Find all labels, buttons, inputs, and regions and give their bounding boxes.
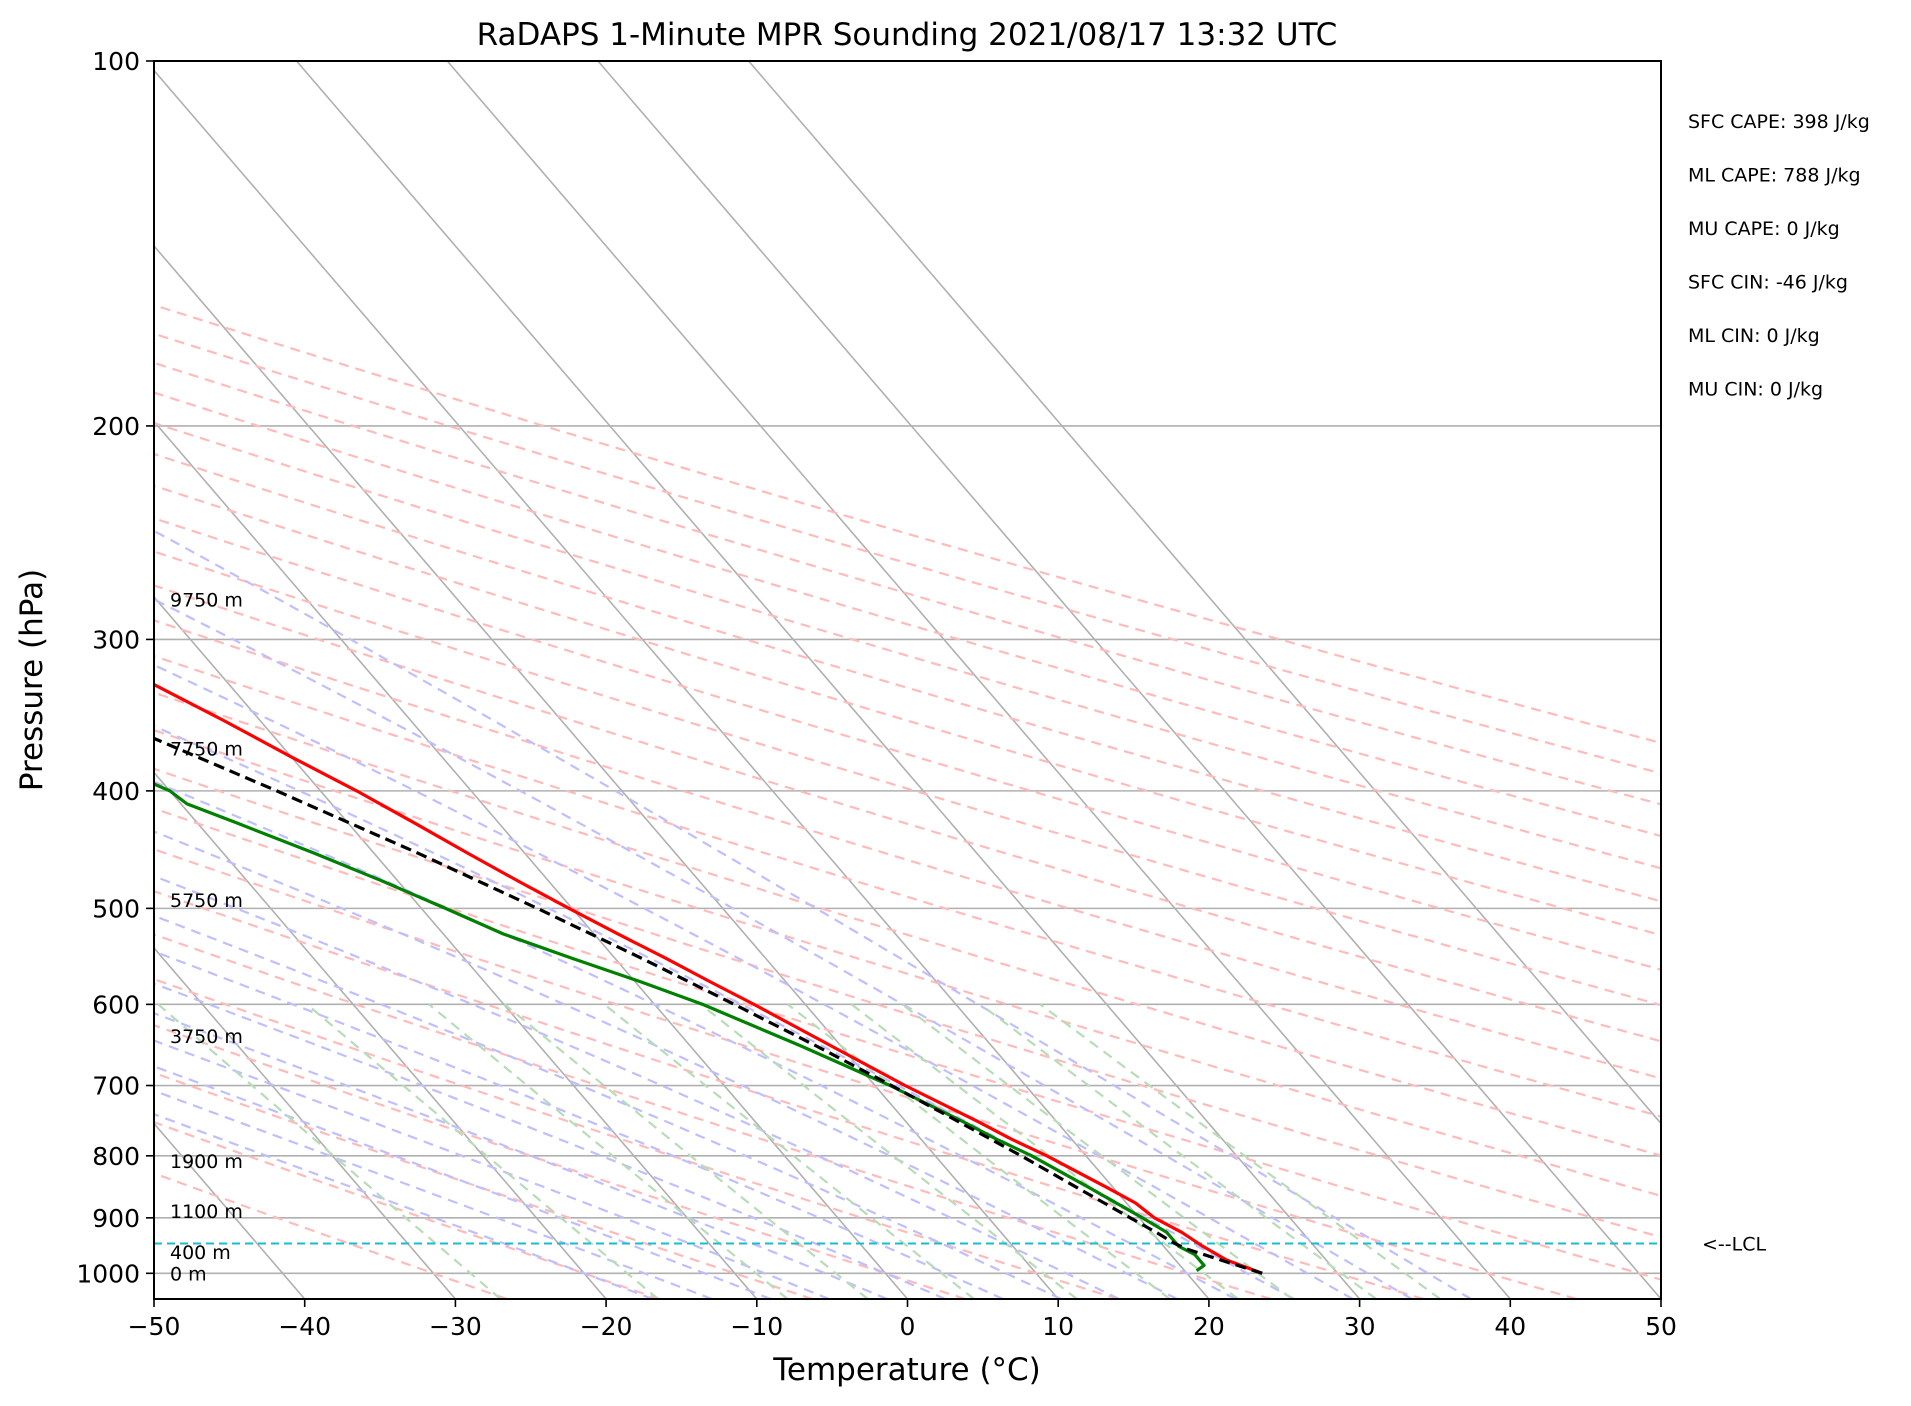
- dry-adiabat-line: [154, 807, 1661, 1281]
- y-tick-label: 900: [92, 1204, 140, 1233]
- temperature-line: [154, 682, 1263, 1275]
- mixing-ratio-line: [979, 1003, 1377, 1299]
- stats-panel: SFC CAPE: 398 J/kg ML CAPE: 788 J/kg MU CA…: [1688, 111, 1870, 401]
- moist-adiabat-line: [154, 874, 1120, 1299]
- dry-adiabat-line: [154, 619, 1661, 1080]
- moist-adiabat-line: [154, 663, 1354, 1299]
- dry-adiabat-line: [154, 1172, 508, 1299]
- moist-adiabat-line: [154, 1012, 888, 1299]
- x-tick-label: 50: [1645, 1312, 1677, 1341]
- stat-line: MU CIN: 0 J/kg: [1688, 379, 1823, 401]
- moist-adiabat-line: [154, 950, 1004, 1299]
- x-tick-label: 0: [900, 1312, 916, 1341]
- x-tick-label: 40: [1494, 1312, 1526, 1341]
- profile-series: [154, 682, 1263, 1275]
- isotherm-line: [154, 244, 1059, 1299]
- x-tick-label: −30: [429, 1312, 482, 1341]
- dry-adiabat-line: [154, 767, 1661, 1239]
- x-tick-label: 20: [1193, 1312, 1225, 1341]
- dry-adiabat-line: [154, 933, 1272, 1299]
- dry-adiabat-line: [154, 421, 1661, 870]
- y-tick-label: 400: [92, 777, 140, 806]
- y-tick-label: 700: [92, 1072, 140, 1101]
- moist-adiabat-line: [154, 830, 1178, 1299]
- isotherm-line: [748, 61, 1661, 1125]
- y-axis-label: Pressure (hPa): [14, 569, 50, 791]
- dry-adiabat-line: [154, 391, 1661, 838]
- isotherm-line: [597, 61, 1661, 1299]
- isotherm-line: [154, 771, 607, 1299]
- x-tick-label: −20: [580, 1312, 633, 1341]
- height-label: 1900 m: [170, 1151, 243, 1173]
- x-tick-label: −50: [128, 1312, 181, 1341]
- lcl-label: <--LCL: [1702, 1234, 1766, 1256]
- dewpoint-line: [154, 782, 1206, 1273]
- dry-adiabat-line: [154, 1120, 661, 1299]
- isotherm-line: [446, 61, 1511, 1299]
- y-tick-label: 1000: [76, 1259, 140, 1288]
- mixing-ratio-line: [603, 1003, 975, 1299]
- moist-adiabat-line: [154, 1113, 654, 1299]
- chart-title: RaDAPS 1-Minute MPR Sounding 2021/08/17 …: [477, 17, 1338, 53]
- moist-adiabat-line: [154, 1065, 772, 1299]
- x-axis-ticks: −50 −40 −30 −20 −10 0 10 20 30 40 50: [128, 1299, 1677, 1341]
- x-tick-label: −10: [730, 1312, 783, 1341]
- y-tick-label: 300: [92, 625, 140, 654]
- moist-adiabat-line: [154, 598, 1413, 1299]
- y-tick-label: 500: [92, 894, 140, 923]
- dry-adiabat-line: [154, 654, 1661, 1118]
- moist-adiabat-line: [154, 914, 1062, 1299]
- dry-adiabat-line: [154, 978, 1119, 1299]
- isotherm-line: [154, 595, 758, 1299]
- isotherm-line: [154, 420, 909, 1299]
- isotherm-line: [295, 61, 1361, 1299]
- dry-adiabat-line: [154, 1024, 966, 1299]
- moist-adiabat-line: [154, 1089, 713, 1299]
- stat-line: SFC CIN: -46 J/kg: [1688, 272, 1848, 294]
- y-tick-label: 800: [92, 1142, 140, 1171]
- y-tick-label: 600: [92, 990, 140, 1019]
- x-tick-label: 30: [1344, 1312, 1376, 1341]
- dry-adiabat-line: [154, 550, 1661, 1007]
- x-axis-label: Temperature (°C): [772, 1352, 1041, 1388]
- dry-adiabat-line: [154, 848, 1577, 1299]
- moist-adiabat-line: [154, 529, 1472, 1299]
- dry-adiabat-line: [154, 361, 1661, 806]
- parcel-path-line: [154, 736, 1263, 1275]
- mixing-ratio-line: [428, 1003, 789, 1299]
- height-label: 5750 m: [170, 890, 243, 912]
- height-label: 1100 m: [170, 1201, 243, 1223]
- y-axis-ticks: 100 200 300 400 500 600 700 800 900 1000: [76, 47, 154, 1288]
- height-label: 0 m: [170, 1263, 207, 1285]
- mixing-ratio-line: [157, 1003, 502, 1299]
- y-tick-label: 100: [92, 47, 140, 76]
- mixing-ratio-line: [901, 1003, 1294, 1299]
- moist-adiabat-line: [154, 780, 1237, 1299]
- mixing-ratio-line: [1039, 1003, 1442, 1299]
- stat-line: ML CIN: 0 J/kg: [1688, 325, 1820, 347]
- isotherm-line: [154, 946, 457, 1299]
- stat-line: MU CAPE: 0 J/kg: [1688, 218, 1840, 240]
- height-label: 7750 m: [170, 738, 243, 760]
- isotherm-line: [154, 69, 1210, 1299]
- height-label: 3750 m: [170, 1026, 243, 1048]
- mixing-ratio-line: [850, 1003, 1239, 1299]
- y-tick-label: 200: [92, 412, 140, 441]
- mixing-ratio-line: [700, 1003, 1078, 1299]
- background-lines: [154, 61, 1661, 1299]
- height-label: 9750 m: [170, 589, 243, 611]
- mixing-ratio-line: [306, 1003, 659, 1299]
- stat-line: SFC CAPE: 398 J/kg: [1688, 111, 1870, 133]
- stat-line: ML CAPE: 788 J/kg: [1688, 165, 1861, 187]
- dry-adiabat-line: [154, 332, 1661, 775]
- x-tick-label: 10: [1042, 1312, 1074, 1341]
- x-tick-label: −40: [278, 1312, 331, 1341]
- dry-adiabat-line: [154, 729, 1661, 1197]
- height-label: 400 m: [170, 1242, 231, 1264]
